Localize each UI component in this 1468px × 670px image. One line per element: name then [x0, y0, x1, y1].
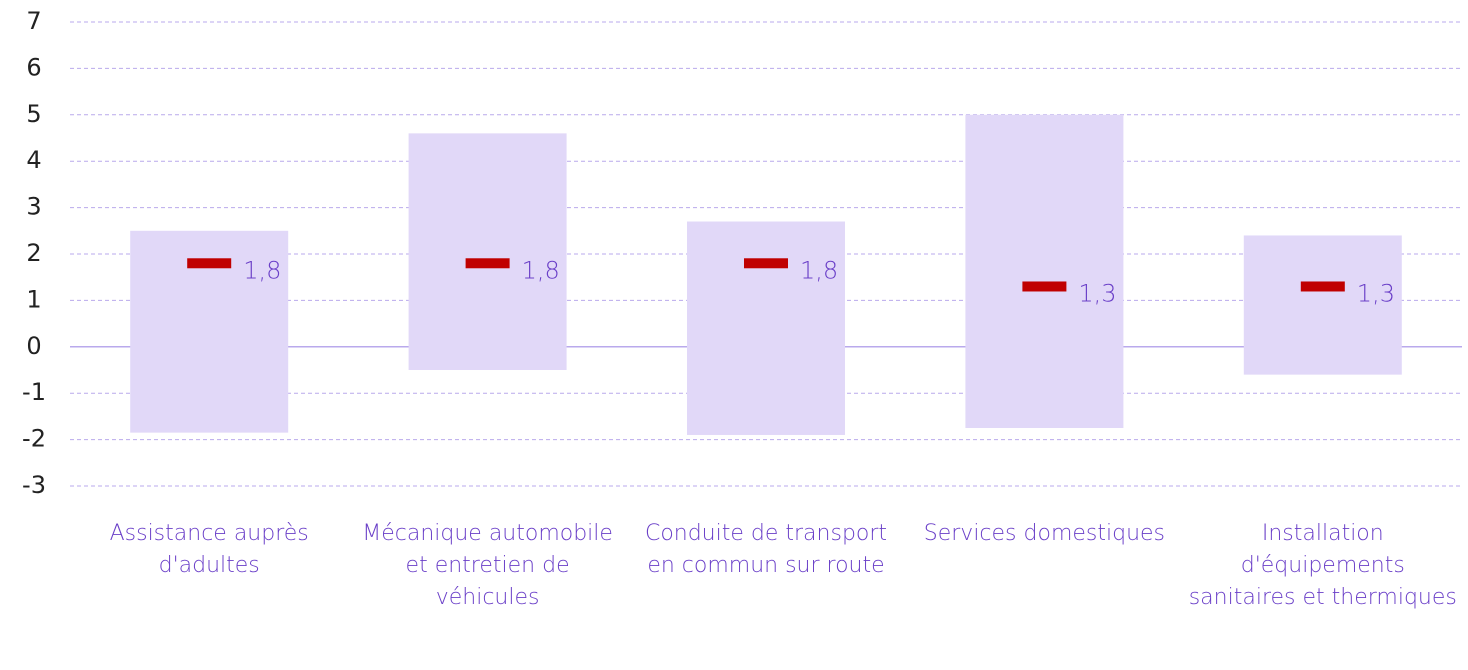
data-label: 1,8 — [800, 256, 838, 284]
y-tick-label: 1 — [26, 285, 41, 313]
median-marker — [1022, 281, 1067, 292]
x-tick-label: Services domestiques — [923, 521, 1166, 546]
y-tick-label: 5 — [26, 100, 41, 128]
y-tick-label: 0 — [26, 332, 41, 360]
y-tick-label: -1 — [22, 378, 46, 406]
median-marker — [744, 258, 788, 269]
data-label: 1,3 — [1078, 279, 1116, 307]
data-label: 1,8 — [243, 256, 281, 284]
range-bar — [965, 114, 1124, 429]
y-tick-label: 4 — [26, 146, 41, 174]
y-tick-label: 7 — [26, 7, 41, 35]
median-marker — [1300, 281, 1345, 292]
x-tick-label: Mécanique automobile et entretien de véh… — [362, 521, 613, 610]
y-tick-label: 2 — [26, 239, 41, 267]
y-tick-label: -3 — [22, 471, 46, 499]
data-label: 1,3 — [1357, 279, 1395, 307]
x-tick-label: Installation d'équipements sanitaires et… — [1188, 521, 1457, 610]
y-tick-label: -2 — [22, 425, 46, 453]
median-marker — [187, 258, 232, 269]
range-bar — [687, 221, 845, 435]
y-tick-label: 3 — [26, 193, 41, 221]
x-tick-label: Conduite de transport en commun sur rout… — [644, 521, 888, 578]
range-bar — [408, 133, 567, 370]
median-marker — [465, 258, 510, 269]
y-tick-label: 6 — [26, 53, 41, 81]
x-tick-label: Assistance auprès d'adultes — [109, 521, 309, 578]
data-label: 1,8 — [522, 256, 560, 284]
range-bar — [1243, 235, 1402, 375]
